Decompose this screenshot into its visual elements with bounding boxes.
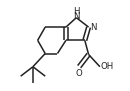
Text: H: H <box>73 7 80 16</box>
Text: N: N <box>73 12 80 21</box>
Text: O: O <box>76 69 83 78</box>
Text: OH: OH <box>101 62 114 71</box>
Text: N: N <box>90 23 96 32</box>
